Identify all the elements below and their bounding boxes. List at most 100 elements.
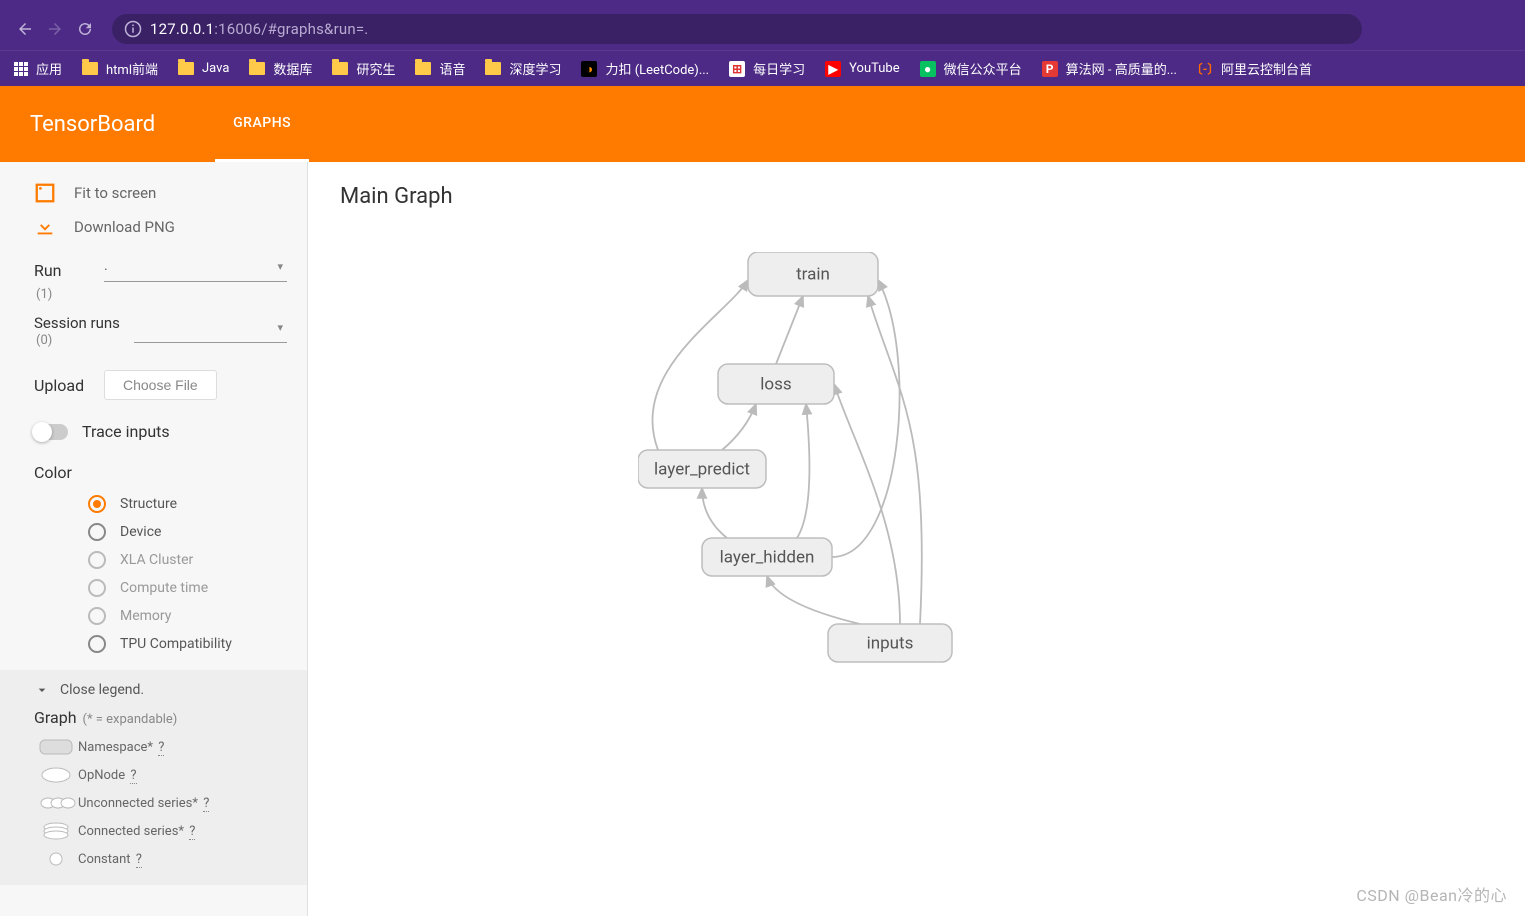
browser-toolbar: 127.0.0.1:16006/#graphs&run=. — [0, 8, 1525, 50]
legend-item: Namespace* ? — [34, 733, 287, 761]
legend-item-label: Constant ? — [78, 852, 142, 867]
bookmark-item[interactable]: html前端 — [82, 59, 158, 78]
legend-item-label: OpNode ? — [78, 768, 137, 783]
legend-item: Connected series* ? — [34, 817, 287, 845]
sidebar: Fit to screen Download PNG Run . (1) Ses… — [0, 162, 308, 916]
bookmark-label: 研究生 — [356, 59, 395, 78]
back-button[interactable] — [10, 14, 40, 44]
bookmark-item[interactable]: ◑力扣 (LeetCode)... — [581, 59, 709, 78]
graph-edge — [834, 384, 900, 624]
help-icon[interactable]: ? — [203, 796, 209, 812]
site-icon: ⊞ — [729, 61, 745, 77]
run-label: Run — [34, 261, 104, 280]
legend-shape-icon — [34, 764, 78, 786]
legend-shape-icon — [34, 736, 78, 758]
legend-shape-icon — [34, 792, 78, 814]
help-icon[interactable]: ? — [130, 768, 136, 784]
bookmark-item[interactable]: P 算法网 - 高质量的... — [1042, 59, 1177, 78]
tensorboard-tabs: GRAPHS — [215, 86, 309, 162]
bookmark-label: 算法网 - 高质量的... — [1066, 59, 1177, 78]
fit-to-screen-button[interactable]: Fit to screen — [0, 176, 307, 210]
bookmark-item[interactable]: Java — [178, 61, 229, 77]
session-select[interactable] — [134, 319, 287, 343]
apps-shortcut[interactable]: 应用 — [14, 59, 62, 78]
graph-canvas[interactable]: Main Graph trainlosslayer_predictlayer_h… — [308, 162, 1525, 916]
address-bar[interactable]: 127.0.0.1:16006/#graphs&run=. — [112, 14, 1362, 44]
site-icon: P — [1042, 61, 1058, 77]
bookmark-item[interactable]: ● 微信公众平台 — [920, 59, 1022, 78]
graph-edge — [832, 280, 900, 557]
folder-icon — [332, 61, 348, 77]
site-icon: ▶ — [825, 61, 841, 77]
main-graph-title: Main Graph — [340, 184, 453, 209]
download-png-button[interactable]: Download PNG — [0, 210, 307, 244]
bookmark-label: 微信公众平台 — [944, 59, 1022, 78]
trace-label: Trace inputs — [82, 422, 170, 441]
graph-node-label: inputs — [867, 633, 914, 653]
legend-item-label: Namespace* ? — [78, 740, 164, 755]
tab-graphs[interactable]: GRAPHS — [215, 86, 309, 162]
graph-edge — [722, 404, 756, 450]
help-icon[interactable]: ? — [158, 740, 164, 756]
bookmark-label: 深度学习 — [509, 59, 561, 78]
graph-edge — [797, 404, 809, 538]
apps-label: 应用 — [36, 59, 62, 78]
radio-icon — [88, 523, 106, 541]
forward-button[interactable] — [40, 14, 70, 44]
site-info-icon[interactable] — [124, 20, 142, 38]
radio-icon — [88, 635, 106, 653]
color-radio-compute-time: Compute time — [88, 574, 287, 602]
site-icon: 〔-〕 — [1197, 61, 1213, 77]
folder-icon — [485, 61, 501, 77]
apps-icon — [14, 62, 28, 76]
bookmarks-bar: 应用 html前端 Java 数据库 研究生 语音 深度学习 ◑力扣 (LeetCode).… — [0, 50, 1525, 86]
choose-file-button[interactable]: Choose File — [104, 370, 217, 400]
bookmark-label: html前端 — [106, 59, 158, 78]
radio-label: Structure — [120, 496, 177, 512]
color-radio-tpu-compatibility[interactable]: TPU Compatibility — [88, 630, 287, 658]
close-legend-button[interactable]: Close legend. — [34, 682, 287, 698]
run-selector-row: Run . — [0, 252, 307, 288]
site-icon: ● — [920, 61, 936, 77]
download-label: Download PNG — [74, 218, 175, 236]
bookmark-label: YouTube — [849, 61, 900, 76]
url-text: 127.0.0.1:16006/#graphs&run=. — [150, 20, 368, 38]
run-select[interactable]: . — [104, 258, 287, 282]
graph-edge — [767, 576, 860, 624]
watermark: CSDN @Bean冷的心 — [1356, 882, 1507, 906]
bookmark-item[interactable]: 深度学习 — [485, 59, 561, 78]
graph-node-label: layer_hidden — [720, 547, 815, 567]
help-icon[interactable]: ? — [136, 852, 142, 868]
radio-icon — [88, 607, 106, 625]
color-radio-structure[interactable]: Structure — [88, 490, 287, 518]
color-radio-xla-cluster: XLA Cluster — [88, 546, 287, 574]
fit-icon — [34, 182, 74, 204]
bookmark-item[interactable]: 〔-〕阿里云控制台首 — [1197, 59, 1312, 78]
upload-row: Upload Choose File — [0, 364, 307, 406]
radio-label: TPU Compatibility — [120, 636, 232, 652]
download-icon — [34, 216, 74, 238]
legend-item: OpNode ? — [34, 761, 287, 789]
bookmark-item[interactable]: ▶ YouTube — [825, 61, 900, 77]
graph-svg: trainlosslayer_predictlayer_hiddeninputs — [638, 252, 998, 682]
bookmark-item[interactable]: 研究生 — [332, 59, 395, 78]
legend-item-label: Connected series* ? — [78, 824, 195, 839]
radio-icon — [88, 551, 106, 569]
trace-inputs-toggle[interactable] — [34, 424, 68, 440]
radio-icon — [88, 579, 106, 597]
tensorboard-title: TensorBoard — [30, 112, 155, 137]
legend-items: Namespace* ?OpNode ?Unconnected series* … — [34, 733, 287, 873]
bookmark-item[interactable]: ⊞ 每日学习 — [729, 59, 805, 78]
bookmark-label: 每日学习 — [753, 59, 805, 78]
upload-label: Upload — [34, 376, 104, 395]
radio-label: Device — [120, 524, 161, 540]
legend-shape-icon — [34, 820, 78, 842]
bookmark-item[interactable]: 语音 — [415, 59, 465, 78]
reload-button[interactable] — [70, 14, 100, 44]
help-icon[interactable]: ? — [189, 824, 195, 840]
legend-subtitle: (* = expandable) — [83, 712, 178, 727]
bookmark-item[interactable]: 数据库 — [249, 59, 312, 78]
radio-icon — [88, 495, 106, 513]
color-radio-device[interactable]: Device — [88, 518, 287, 546]
bookmark-label: 阿里云控制台首 — [1221, 59, 1312, 78]
